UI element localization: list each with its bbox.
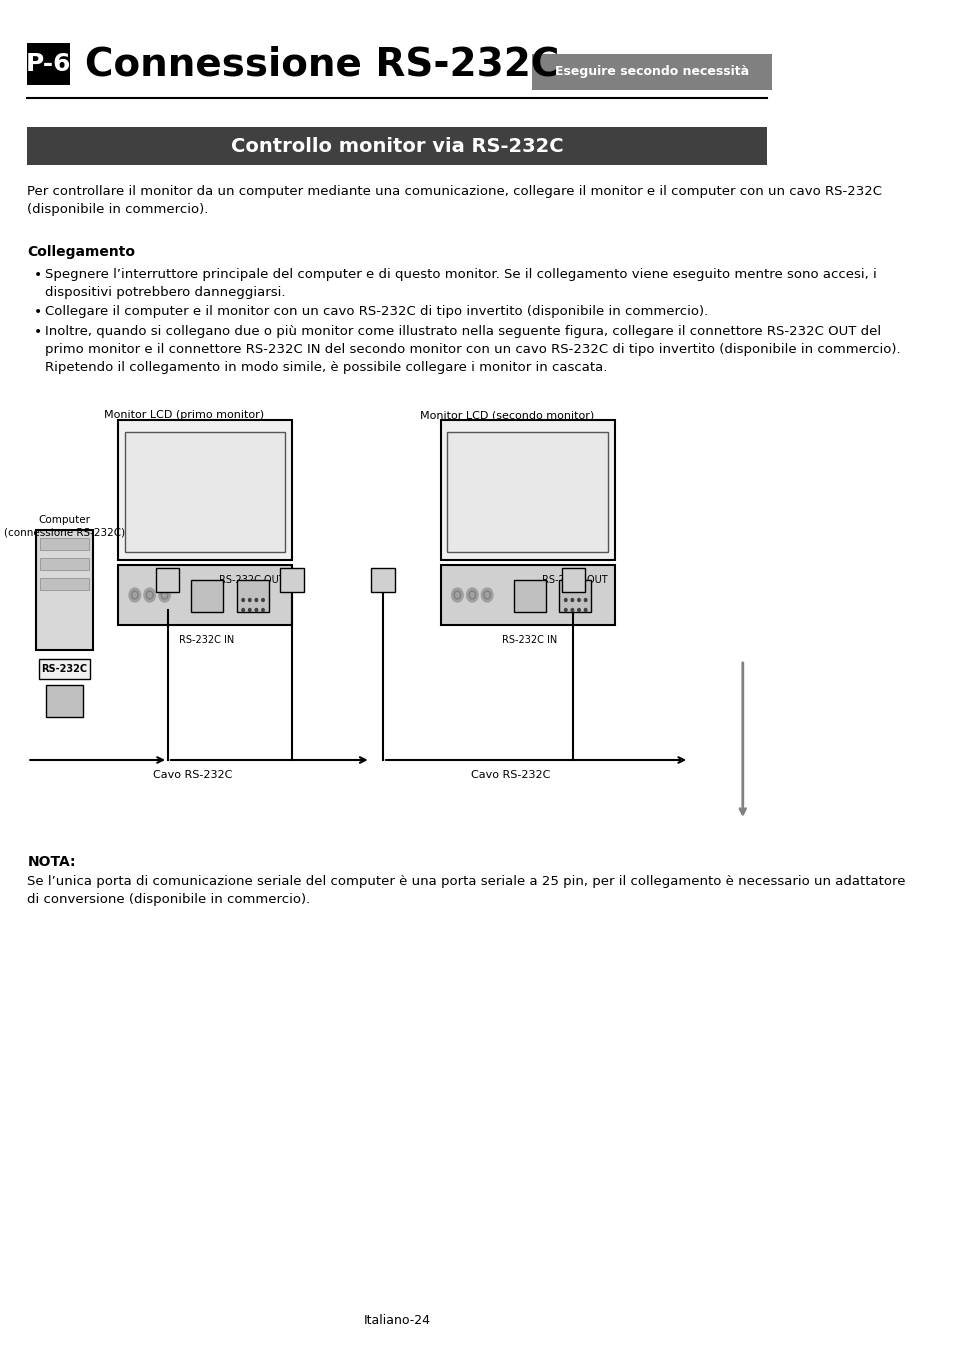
FancyBboxPatch shape — [447, 432, 607, 552]
Text: Connessione RS-232C: Connessione RS-232C — [85, 45, 559, 82]
Text: Cavo RS-232C: Cavo RS-232C — [152, 769, 233, 780]
Circle shape — [451, 589, 463, 602]
Text: P-6: P-6 — [26, 53, 71, 76]
FancyBboxPatch shape — [191, 580, 223, 612]
Text: Monitor LCD (secondo monitor): Monitor LCD (secondo monitor) — [419, 410, 594, 420]
Circle shape — [481, 589, 493, 602]
Text: RS-232C OUT: RS-232C OUT — [541, 575, 607, 585]
Circle shape — [242, 598, 244, 602]
Text: Eseguire secondo necessità: Eseguire secondo necessità — [554, 66, 748, 78]
Text: RS-232C: RS-232C — [41, 664, 88, 674]
FancyBboxPatch shape — [440, 420, 614, 560]
FancyBboxPatch shape — [40, 558, 90, 570]
FancyBboxPatch shape — [156, 568, 179, 593]
Text: Computer
(connessione RS-232C): Computer (connessione RS-232C) — [4, 514, 125, 537]
Text: Se l’unica porta di comunicazione seriale del computer è una porta seriale a 25 : Se l’unica porta di comunicazione serial… — [28, 875, 904, 906]
Text: Inoltre, quando si collegano due o più monitor come illustrato nella seguente fi: Inoltre, quando si collegano due o più m… — [46, 325, 901, 374]
Text: Controllo monitor via RS-232C: Controllo monitor via RS-232C — [231, 138, 562, 157]
FancyBboxPatch shape — [28, 127, 766, 165]
Circle shape — [584, 598, 586, 602]
Circle shape — [571, 598, 573, 602]
Text: NOTA:: NOTA: — [28, 855, 75, 869]
FancyBboxPatch shape — [28, 43, 71, 85]
FancyBboxPatch shape — [440, 566, 614, 625]
FancyBboxPatch shape — [236, 580, 269, 612]
FancyBboxPatch shape — [125, 432, 285, 552]
Text: Spegnere l’interruttore principale del computer e di questo monitor. Se il colle: Spegnere l’interruttore principale del c… — [46, 269, 876, 298]
Text: Italiano-24: Italiano-24 — [363, 1314, 430, 1327]
Circle shape — [249, 598, 251, 602]
Text: Cavo RS-232C: Cavo RS-232C — [471, 769, 550, 780]
Text: Collegare il computer e il monitor con un cavo RS-232C di tipo invertito (dispon: Collegare il computer e il monitor con u… — [46, 305, 708, 319]
FancyBboxPatch shape — [558, 580, 591, 612]
Circle shape — [261, 598, 264, 602]
FancyBboxPatch shape — [47, 684, 83, 717]
Text: Collegamento: Collegamento — [28, 244, 135, 259]
Text: RS-232C IN: RS-232C IN — [179, 634, 234, 645]
FancyBboxPatch shape — [513, 580, 545, 612]
FancyBboxPatch shape — [39, 659, 90, 679]
Circle shape — [254, 598, 257, 602]
Circle shape — [158, 589, 171, 602]
Circle shape — [261, 609, 264, 612]
FancyBboxPatch shape — [371, 568, 395, 593]
Circle shape — [249, 609, 251, 612]
Circle shape — [584, 609, 586, 612]
Text: RS-232C IN: RS-232C IN — [501, 634, 557, 645]
FancyBboxPatch shape — [118, 420, 292, 560]
Circle shape — [129, 589, 140, 602]
FancyBboxPatch shape — [280, 568, 303, 593]
Circle shape — [571, 609, 573, 612]
Circle shape — [242, 609, 244, 612]
Circle shape — [578, 609, 579, 612]
FancyBboxPatch shape — [40, 578, 90, 590]
Text: Per controllare il monitor da un computer mediante una comunicazione, collegare : Per controllare il monitor da un compute… — [28, 185, 882, 216]
FancyBboxPatch shape — [531, 54, 771, 90]
Text: RS-232C OUT: RS-232C OUT — [219, 575, 285, 585]
Circle shape — [578, 598, 579, 602]
Circle shape — [254, 609, 257, 612]
FancyBboxPatch shape — [40, 539, 90, 549]
Text: •: • — [34, 269, 42, 282]
Text: •: • — [34, 305, 42, 319]
Circle shape — [144, 589, 155, 602]
Text: •: • — [34, 325, 42, 339]
FancyBboxPatch shape — [35, 531, 93, 649]
Circle shape — [466, 589, 477, 602]
FancyBboxPatch shape — [561, 568, 584, 593]
Circle shape — [564, 609, 566, 612]
Circle shape — [564, 598, 566, 602]
FancyBboxPatch shape — [118, 566, 292, 625]
Text: Monitor LCD (primo monitor): Monitor LCD (primo monitor) — [104, 410, 264, 420]
